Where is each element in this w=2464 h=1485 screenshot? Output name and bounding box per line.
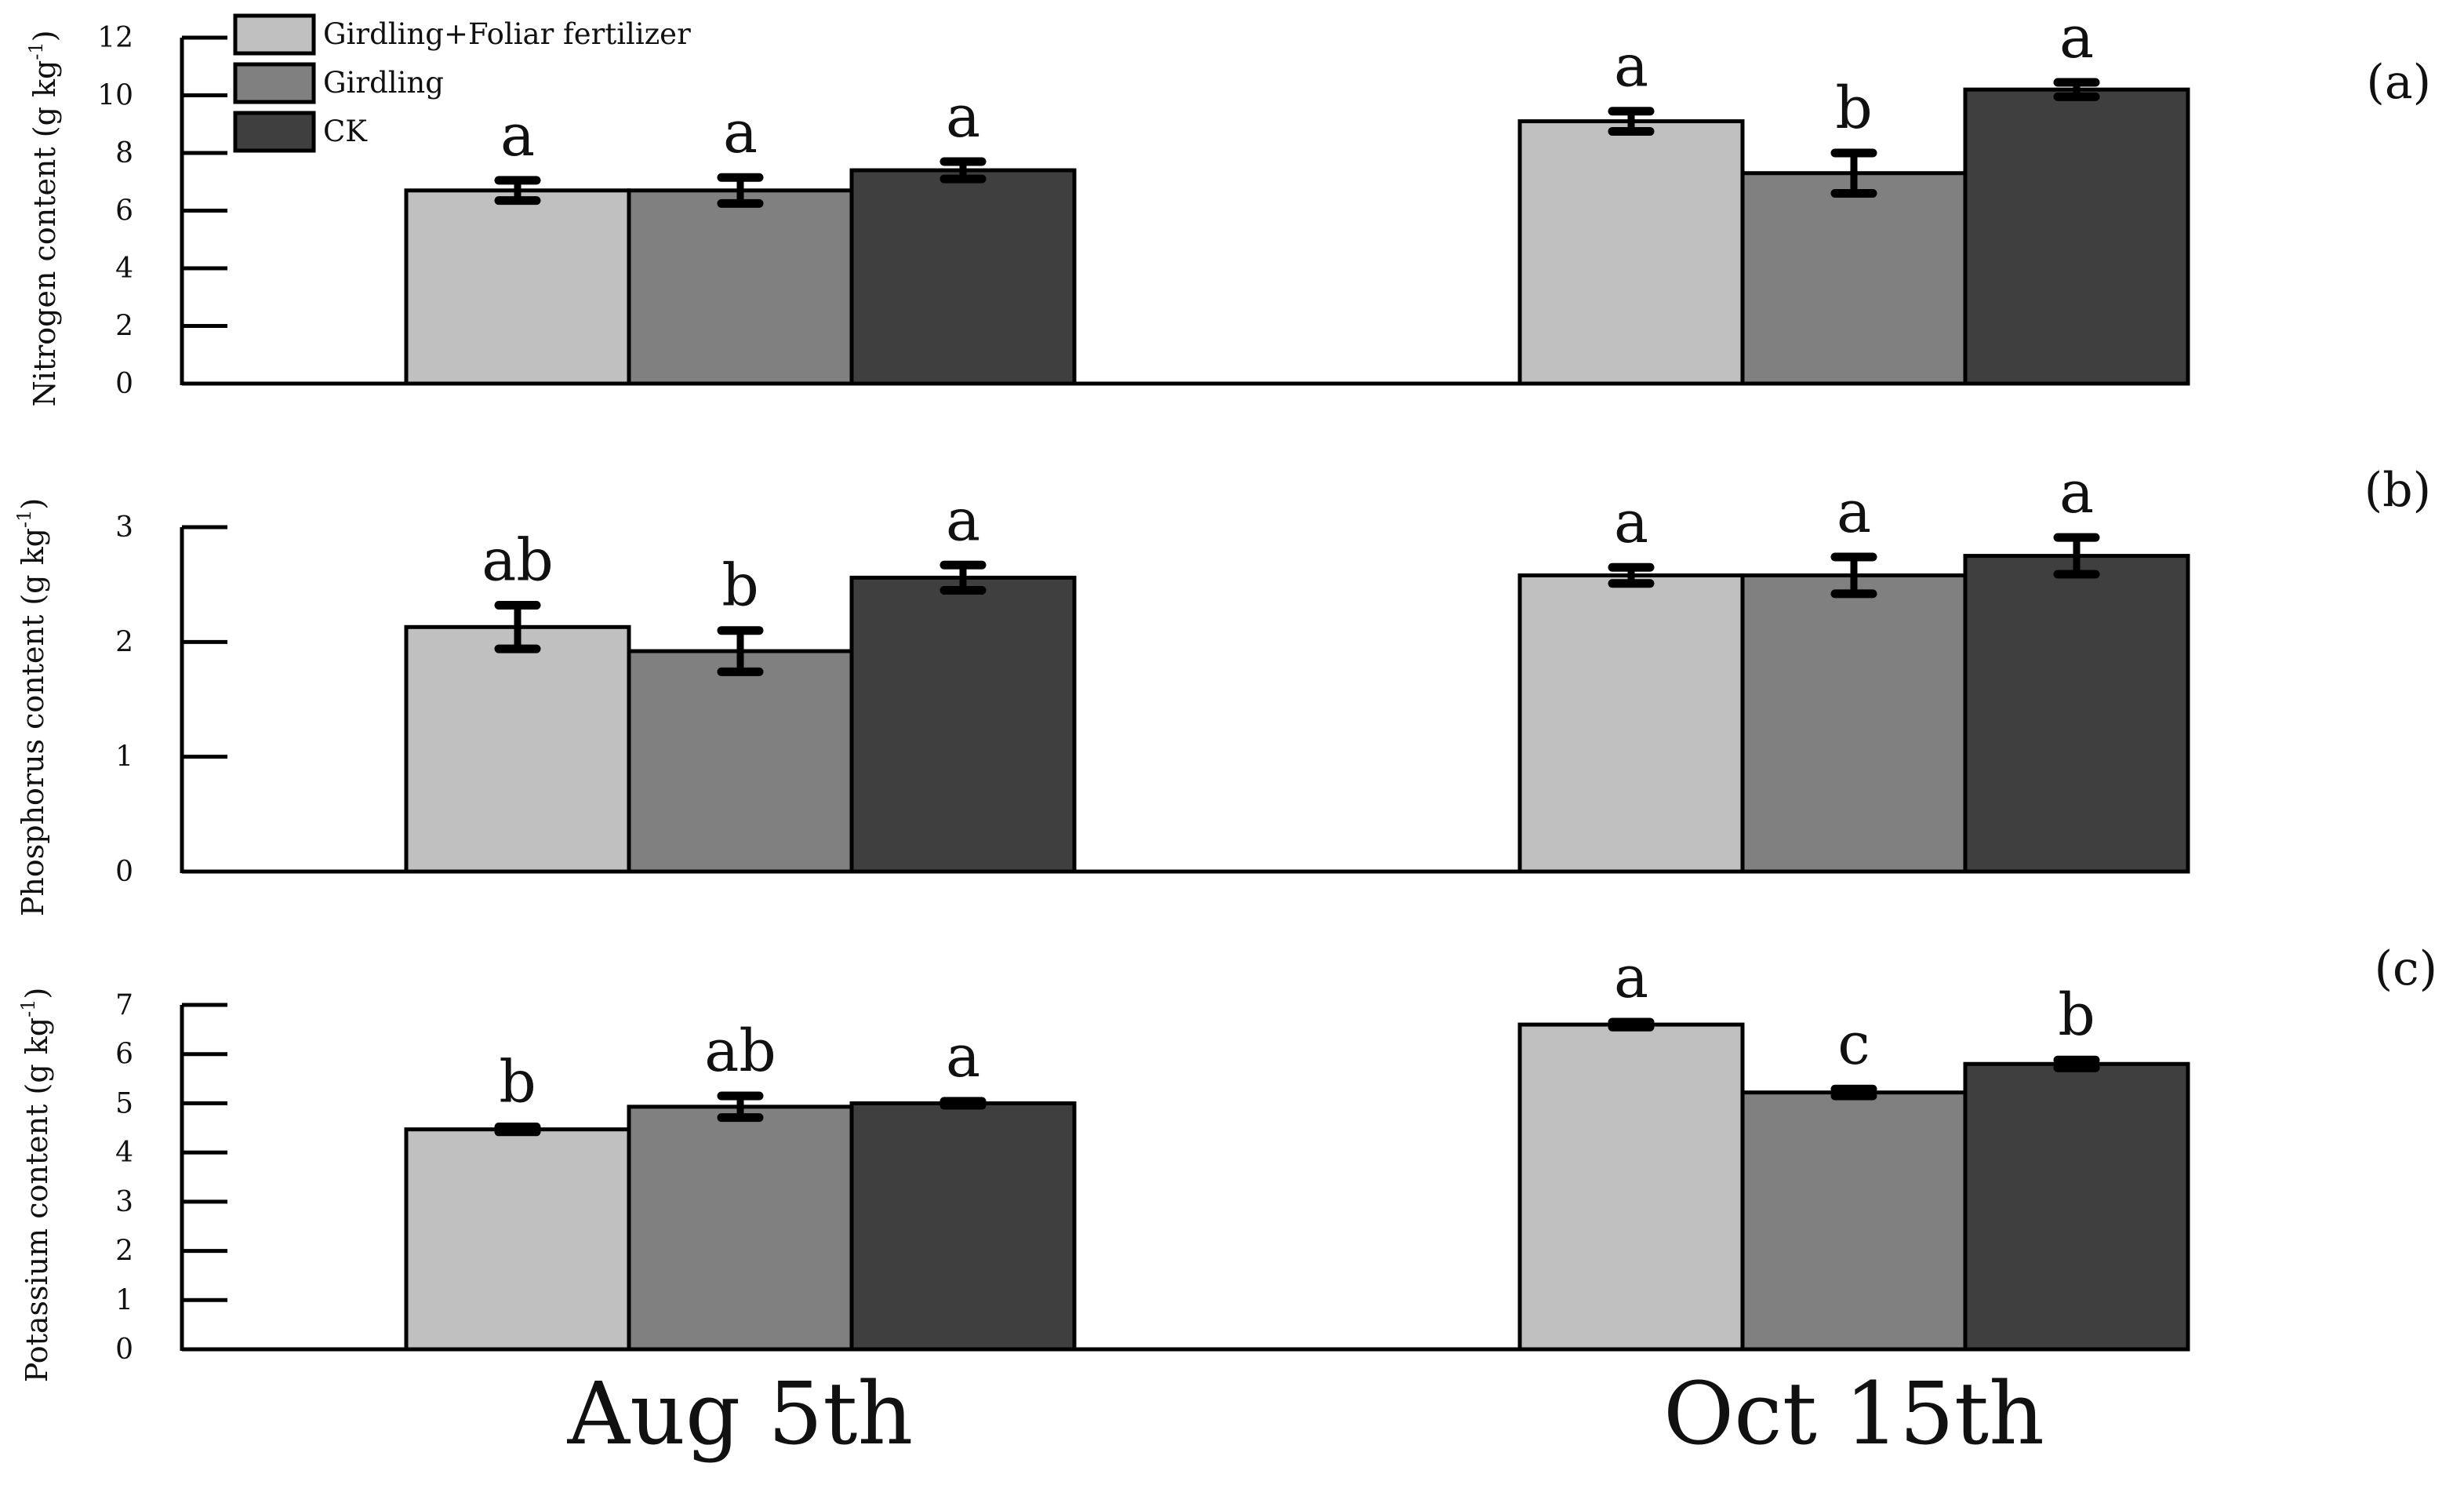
y-tick-label: 10 [97, 80, 133, 112]
y-tick-label: 2 [115, 311, 133, 343]
legend-swatch [233, 13, 316, 56]
y-tick-label: 4 [115, 1137, 133, 1169]
bar [627, 649, 854, 874]
significance-letter: ab [482, 527, 554, 595]
bar [849, 575, 1077, 874]
y-tick-label: 0 [115, 856, 133, 888]
legend-swatch [233, 62, 316, 104]
y-tick-label: 2 [115, 626, 133, 658]
bar [404, 188, 631, 386]
significance-letter: a [1837, 479, 1871, 546]
bar [1517, 119, 1745, 386]
y-axis-label-superscript: -1 [25, 42, 47, 60]
significance-letter: a [723, 99, 758, 166]
significance-letter: b [721, 552, 758, 620]
bar [1963, 87, 2190, 386]
panel-tag: (a) [2366, 55, 2431, 110]
y-axis-label-main: Phosphorus content (g kg [16, 528, 50, 916]
legend: Girdling+Foliar fertilizer Girdling CK [233, 13, 691, 153]
bar [1517, 573, 1745, 874]
bar [1740, 573, 1968, 874]
y-tick-label: 0 [115, 1334, 133, 1366]
y-axis-label-superscript: -1 [13, 510, 35, 528]
y-axis-label-end: ) [27, 30, 62, 42]
y-tick-label: 3 [115, 511, 133, 544]
y-axis-label: Potassium content (g kg-1) [17, 988, 54, 1383]
significance-letter: ab [704, 1017, 776, 1085]
y-axis-label-superscript: -1 [17, 999, 39, 1017]
y-axis-label: Phosphorus content (g kg-1) [13, 498, 50, 916]
panel-tag: (b) [2364, 463, 2431, 518]
bar [1740, 171, 1968, 386]
bar [1517, 1022, 1745, 1352]
significance-letter: a [946, 1023, 980, 1090]
y-tick-label: 12 [97, 22, 133, 54]
bar [404, 624, 631, 874]
y-tick-label: 3 [115, 1186, 133, 1218]
significance-letter: b [2058, 981, 2095, 1049]
category-label: Aug 5th [567, 1363, 914, 1464]
significance-letter: a [2059, 459, 2094, 526]
bar [849, 1101, 1077, 1352]
y-tick-label: 1 [115, 1284, 133, 1316]
y-tick-label: 0 [115, 368, 133, 400]
category-label: Oct 15th [1663, 1363, 2044, 1464]
y-tick-label: 1 [115, 741, 133, 773]
bar [404, 1127, 631, 1352]
legend-swatch [233, 111, 316, 153]
y-axis-label-end: ) [16, 498, 50, 510]
y-axis-label-main: Nitrogen content (g kg [27, 60, 62, 407]
y-tick-label: 2 [115, 1236, 133, 1268]
y-tick-label: 8 [115, 137, 133, 169]
y-tick-label: 4 [115, 253, 133, 285]
significance-letter: a [1614, 33, 1648, 100]
y-tick-label: 6 [115, 195, 133, 227]
significance-letter: a [2059, 4, 2094, 71]
y-tick-label: 6 [115, 1039, 133, 1071]
y-axis-label-main: Potassium content (g kg [20, 1017, 54, 1382]
significance-letter: a [1614, 489, 1648, 556]
legend-label: Girdling+Foliar fertilizer [323, 17, 691, 51]
legend-label: CK [323, 115, 368, 148]
bar [627, 1105, 854, 1352]
significance-letter: b [1835, 75, 1872, 142]
legend-label: Girdling [323, 66, 444, 100]
y-axis-label: Nitrogen content (g kg-1) [25, 30, 62, 406]
significance-letter: a [946, 486, 980, 554]
significance-letter: c [1837, 1010, 1870, 1078]
bar [627, 188, 854, 386]
y-tick-label: 5 [115, 1087, 133, 1119]
bar [849, 168, 1077, 386]
bar [1963, 554, 2190, 874]
panel-a: a a a b a a 0 2 4 6 8 10 12 Nitrogen content (g kg-1)… [25, 4, 2431, 407]
bar [1740, 1090, 1968, 1352]
y-axis-label-end: ) [20, 988, 54, 999]
panel-tag: (c) [2375, 941, 2437, 996]
significance-letter: b [499, 1049, 536, 1116]
y-tick-label: 7 [115, 989, 133, 1021]
bar [1963, 1061, 2190, 1352]
significance-letter: a [1614, 944, 1648, 1011]
significance-letter: a [500, 102, 535, 169]
significance-letter: a [946, 83, 980, 151]
